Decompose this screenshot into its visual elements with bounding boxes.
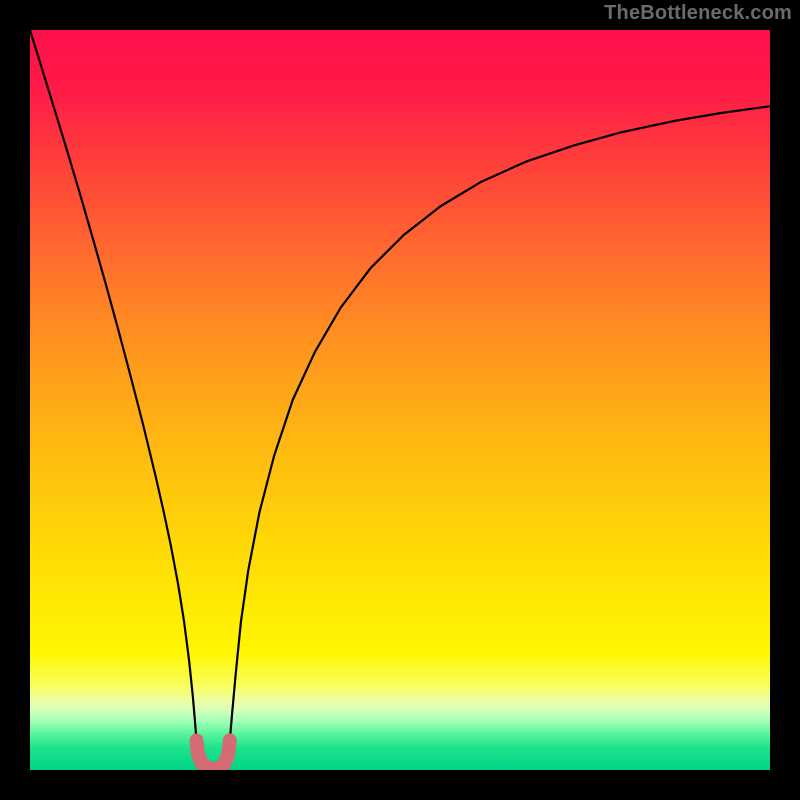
- plot-area: [30, 30, 770, 770]
- figure-frame: TheBottleneck.com: [0, 0, 800, 800]
- gradient-background: [30, 30, 770, 770]
- valley-marker-end-0: [191, 734, 203, 746]
- chart-svg: [30, 30, 770, 770]
- watermark-text: TheBottleneck.com: [604, 2, 792, 25]
- valley-marker-end-1: [224, 734, 236, 746]
